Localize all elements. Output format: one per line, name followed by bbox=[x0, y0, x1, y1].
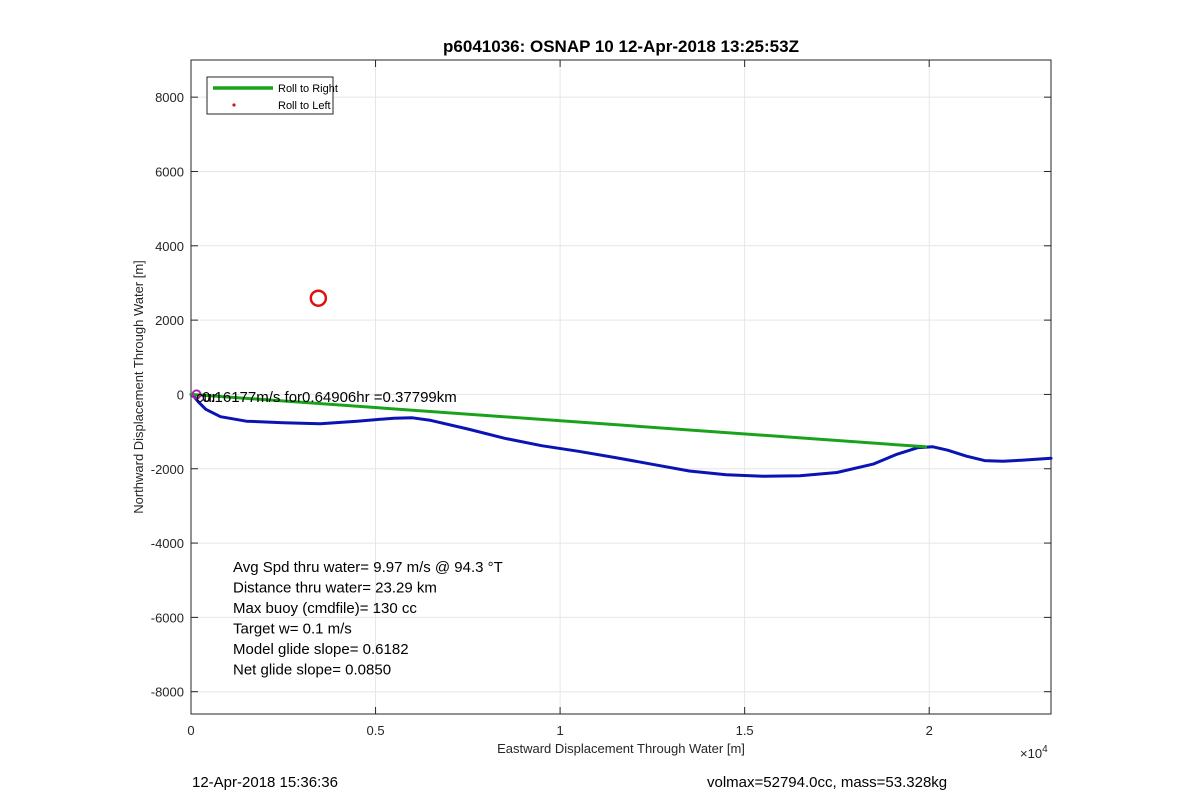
y-tick-label: 8000 bbox=[155, 90, 184, 105]
plot-frame bbox=[190, 59, 1052, 715]
stats-line: Avg Spd thru water= 9.97 m/s @ 94.3 °T bbox=[233, 559, 503, 576]
x-axis-exponent: ×104 bbox=[1020, 744, 1048, 761]
y-tick-label: 0 bbox=[177, 387, 184, 402]
origin-annotation: 0.16177m/s for0.64906hr =0.37799km bbox=[202, 389, 457, 406]
stats-block: Avg Spd thru water= 9.97 m/s @ 94.3 °T Di… bbox=[233, 559, 503, 679]
markers bbox=[191, 289, 328, 400]
origin-marker bbox=[191, 389, 202, 400]
stats-line: Distance thru water= 23.29 km bbox=[233, 580, 437, 597]
x-tick-label: 1.5 bbox=[736, 723, 754, 738]
ticks: 0 0.5 1 1.5 2 -8000 -6000 -4000 -2000 0 2000 4000 60… bbox=[151, 60, 1051, 738]
series-line-roll-right bbox=[189, 392, 927, 449]
stats-line: Target w= 0.1 m/s bbox=[233, 621, 352, 638]
stats-line: Model glide slope= 0.6182 bbox=[233, 641, 409, 658]
stats-line: Net glide slope= 0.0850 bbox=[233, 662, 391, 679]
x-axis-label: Eastward Displacement Through Water [m] bbox=[497, 741, 745, 756]
y-axis-label: Northward Displacement Through Water [m] bbox=[131, 260, 146, 514]
legend-label: Roll to Left bbox=[278, 100, 331, 112]
y-tick-label: -2000 bbox=[151, 462, 184, 477]
y-tick-label: -8000 bbox=[151, 685, 184, 700]
origin-annotation-overlap: cur bbox=[196, 389, 217, 406]
stats-line: Max buoy (cmdfile)= 130 cc bbox=[233, 600, 417, 617]
x-tick-label: 0.5 bbox=[367, 723, 385, 738]
x-tick-label: 1 bbox=[556, 723, 563, 738]
y-tick-label: -4000 bbox=[151, 536, 184, 551]
footer-timestamp: 12-Apr-2018 15:36:36 bbox=[192, 774, 338, 791]
chart-title: p6041036: OSNAP 10 12-Apr-2018 13:25:53Z bbox=[443, 37, 799, 56]
footer-volume-mass: volmax=52794.0cc, mass=53.328kg bbox=[707, 774, 948, 791]
y-tick-label: 2000 bbox=[155, 313, 184, 328]
x-axis-exponent-base: ×10 bbox=[1020, 746, 1042, 761]
axes-frame bbox=[190, 59, 1052, 715]
legend-label: Roll to Right bbox=[278, 83, 338, 95]
legend-box bbox=[206, 76, 334, 115]
series-line-track bbox=[189, 392, 1053, 478]
x-tick-label: 2 bbox=[926, 723, 933, 738]
legend-swatch-dot bbox=[232, 103, 236, 107]
series bbox=[189, 392, 1053, 478]
legend: Roll to Right Roll to Left bbox=[206, 76, 338, 115]
x-tick-label: 0 bbox=[187, 723, 194, 738]
y-tick-label: -6000 bbox=[151, 610, 184, 625]
x-axis-exponent-power: 4 bbox=[1042, 744, 1048, 755]
grid bbox=[190, 60, 1051, 714]
y-tick-label: 6000 bbox=[155, 164, 184, 179]
red-circle-marker bbox=[309, 289, 328, 307]
y-tick-label: 4000 bbox=[155, 239, 184, 254]
